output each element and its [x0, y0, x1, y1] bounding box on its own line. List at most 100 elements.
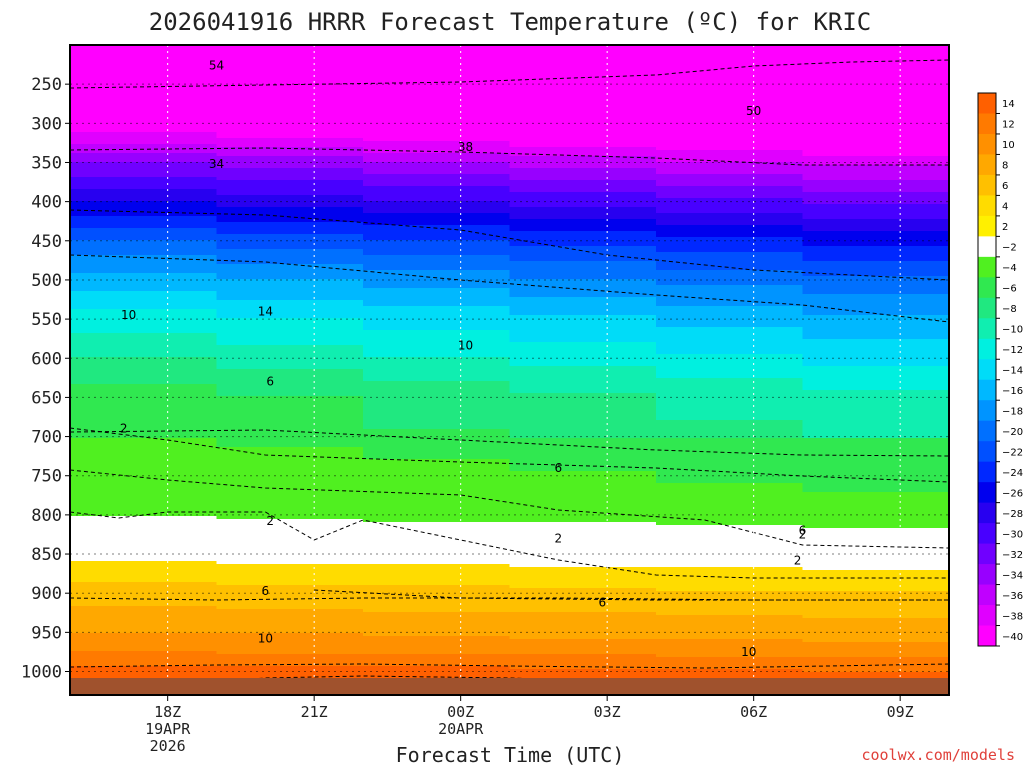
temperature-cell: [216, 285, 364, 289]
temperature-cell: [216, 183, 364, 187]
temperature-cell: [656, 558, 803, 562]
temperature-cell: [509, 417, 657, 421]
temperature-cell: [363, 60, 510, 64]
temperature-cell: [802, 357, 949, 361]
temperature-cell: [509, 96, 657, 100]
temperature-cell: [656, 54, 803, 58]
temperature-cell: [509, 327, 657, 331]
temperature-cell: [363, 441, 510, 445]
temperature-cell: [509, 510, 657, 514]
temperature-cell: [216, 456, 364, 460]
temperature-cell: [509, 207, 657, 211]
temperature-cell: [802, 582, 949, 586]
temperature-cell: [216, 480, 364, 484]
temperature-cell: [363, 483, 510, 487]
temperature-cell: [70, 303, 217, 307]
temperature-cell: [656, 111, 803, 115]
temperature-cell: [70, 123, 217, 127]
temperature-cell: [363, 312, 510, 316]
temperature-cell: [363, 528, 510, 532]
temperature-cell: [656, 402, 803, 406]
temperature-cell: [70, 354, 217, 358]
temperature-cell: [656, 615, 803, 619]
temperature-cell: [656, 294, 803, 298]
temperature-cell: [70, 315, 217, 319]
temperature-cell: [70, 171, 217, 175]
temperature-cell: [70, 483, 217, 487]
temperature-cell: [70, 276, 217, 280]
temperature-cell: [216, 483, 364, 487]
temperature-cell: [802, 642, 949, 646]
temperature-cell: [216, 117, 364, 121]
temperature-cell: [509, 561, 657, 565]
temperature-cell: [363, 603, 510, 607]
temperature-cell: [802, 672, 949, 676]
temperature-cell: [509, 129, 657, 133]
temperature-cell: [216, 588, 364, 592]
temperature-cell: [802, 570, 949, 574]
colorbar-label: −16: [1002, 386, 1023, 397]
temperature-cell: [802, 594, 949, 598]
temperature-cell: [802, 552, 949, 556]
temperature-cell: [216, 168, 364, 172]
temperature-cell: [656, 618, 803, 622]
temperature-cell: [656, 225, 803, 229]
temperature-cell: [363, 411, 510, 415]
temperature-cell: [802, 276, 949, 280]
temperature-cell: [363, 624, 510, 628]
temperature-cell: [656, 474, 803, 478]
temperature-cell: [363, 432, 510, 436]
temperature-cell: [216, 165, 364, 169]
temperature-cell: [216, 492, 364, 496]
temperature-cell: [802, 216, 949, 220]
y-tick-label: 800: [31, 506, 62, 526]
temperature-cell: [802, 408, 949, 412]
temperature-cell: [216, 543, 364, 547]
temperature-cell: [70, 102, 217, 106]
temperature-cell: [70, 618, 217, 622]
temperature-cell: [656, 195, 803, 199]
temperature-cell: [802, 261, 949, 265]
temperature-cell: [656, 543, 803, 547]
temperature-cell: [802, 153, 949, 157]
temperature-cell: [802, 630, 949, 634]
temperature-cell: [802, 225, 949, 229]
temperature-cell: [509, 642, 657, 646]
temperature-cell: [802, 540, 949, 544]
temperature-cell: [656, 204, 803, 208]
temperature-cell: [216, 639, 364, 643]
temperature-cell: [363, 333, 510, 337]
temperature-cell: [363, 462, 510, 466]
y-tick-label: 500: [31, 271, 62, 291]
temperature-cell: [216, 216, 364, 220]
temperature-cell: [70, 249, 217, 253]
temperature-cell: [509, 210, 657, 214]
temperature-cell: [656, 252, 803, 256]
temperature-cell: [509, 198, 657, 202]
temperature-cell: [802, 492, 949, 496]
temperature-cell: [802, 600, 949, 604]
colorbar-label: −6: [1002, 284, 1017, 295]
temperature-cell: [802, 588, 949, 592]
temperature-cell: [802, 111, 949, 115]
temperature-cell: [802, 231, 949, 235]
temperature-cell: [656, 156, 803, 160]
temperature-cell: [70, 576, 217, 580]
temperature-cell: [802, 204, 949, 208]
temperature-cell: [656, 186, 803, 190]
temperature-cell: [363, 87, 510, 91]
temperature-cell: [216, 591, 364, 595]
temperature-cell: [509, 63, 657, 67]
temperature-cell: [216, 342, 364, 346]
temperature-cell: [802, 363, 949, 367]
temperature-cell: [70, 624, 217, 628]
temperature-cell: [216, 270, 364, 274]
temperature-cell: [802, 171, 949, 175]
temperature-cell: [70, 477, 217, 481]
temperature-cell: [802, 609, 949, 613]
temperature-cell: [656, 393, 803, 397]
temperature-cell: [802, 303, 949, 307]
temperature-cell: [509, 306, 657, 310]
temperature-cell: [802, 669, 949, 673]
temperature-cell: [802, 546, 949, 550]
